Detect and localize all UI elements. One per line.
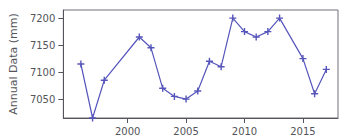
svg-text:7200: 7200 (30, 13, 55, 24)
svg-text:7100: 7100 (30, 67, 55, 78)
svg-text:2010: 2010 (232, 126, 257, 137)
svg-text:2000: 2000 (115, 126, 140, 137)
svg-text:Annual Data (mm): Annual Data (mm) (7, 13, 20, 115)
svg-text:2005: 2005 (173, 126, 198, 137)
svg-text:2015: 2015 (290, 126, 315, 137)
svg-text:7050: 7050 (30, 94, 55, 105)
svg-text:7150: 7150 (30, 40, 55, 51)
